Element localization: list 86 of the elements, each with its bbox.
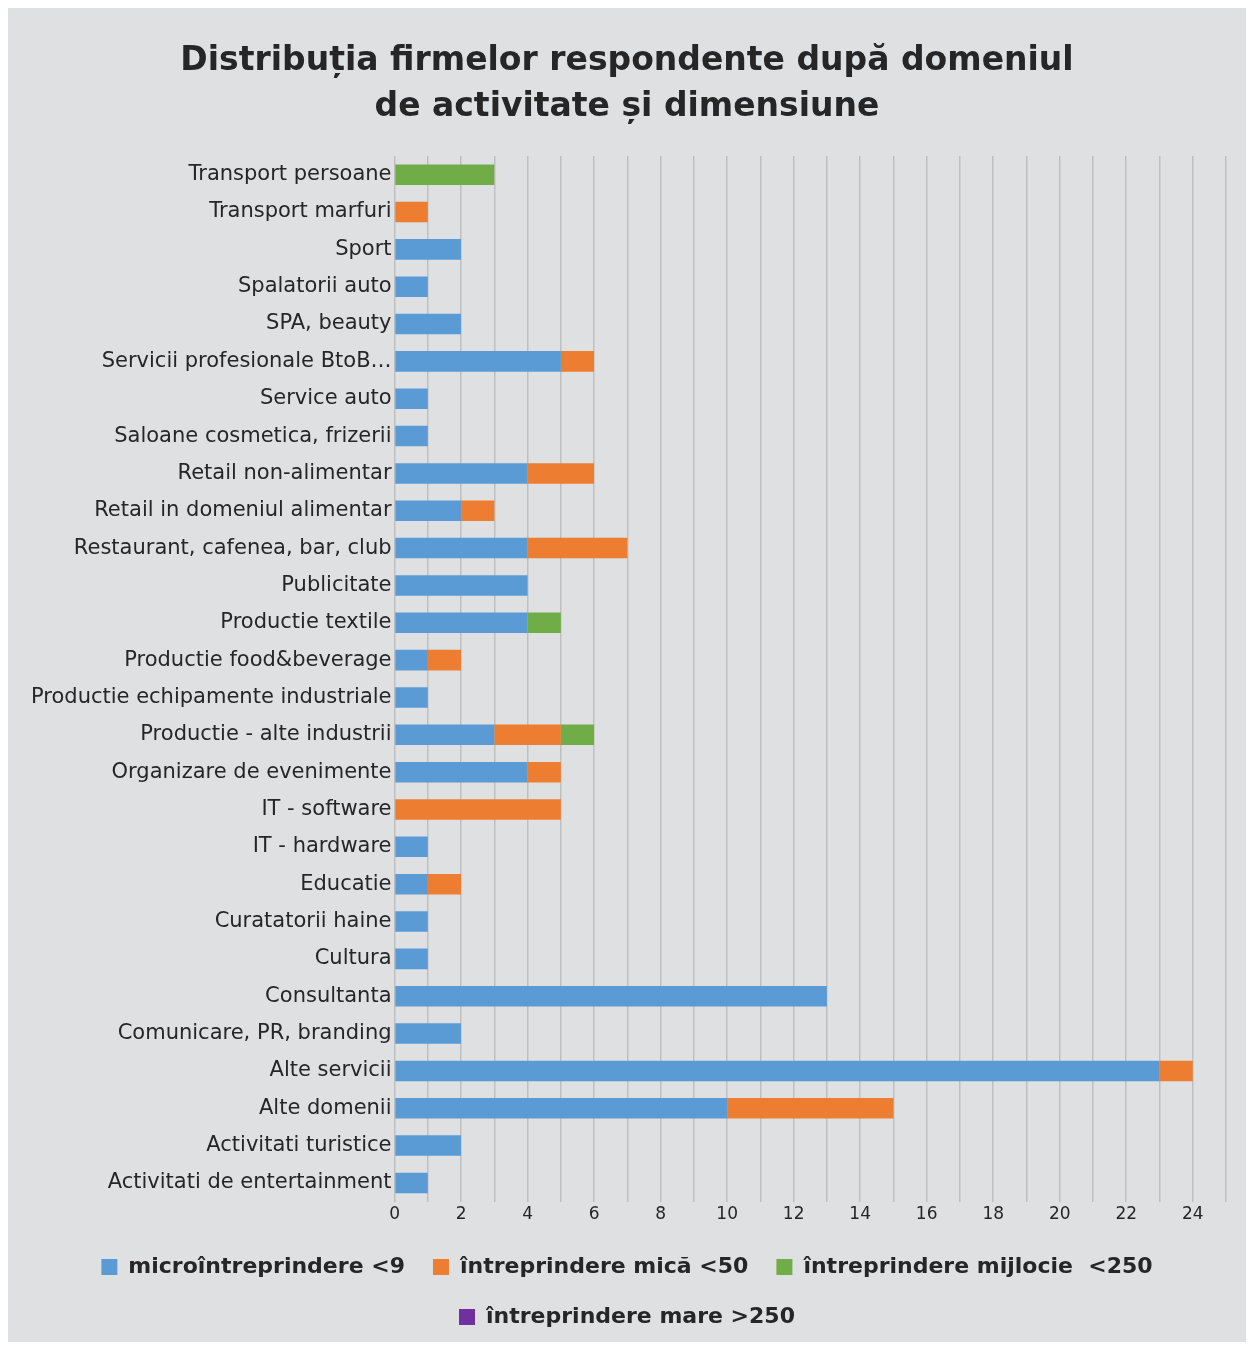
x-tick-label: 16 — [915, 1203, 938, 1224]
y-tick-label: Transport marfuri — [208, 198, 392, 223]
bar — [1159, 1060, 1193, 1082]
bar — [395, 1023, 462, 1044]
y-tick-label: Saloane cosmetica, frizerii — [114, 422, 392, 447]
y-tick-label: Comunicare, PR, branding — [117, 1020, 392, 1045]
legend-label: întreprindere mică <50 — [458, 1252, 749, 1278]
bar — [395, 836, 428, 858]
y-tick-label: Alte domenii — [258, 1094, 392, 1119]
bar — [395, 612, 528, 634]
x-tick-label: 0 — [389, 1203, 400, 1224]
bar — [395, 761, 528, 783]
y-tick-label: Consultanta — [265, 982, 392, 1007]
y-tick-label: Productie - alte industrii — [140, 721, 392, 746]
bar — [395, 1060, 1160, 1082]
bar — [395, 425, 428, 447]
y-tick-label: SPA, beauty — [266, 310, 392, 335]
bar — [527, 537, 628, 559]
legend-label: microîntreprindere <9 — [128, 1252, 405, 1278]
bar — [395, 500, 462, 522]
bar — [395, 239, 462, 260]
y-tick-label: Retail in domeniul alimentar — [94, 497, 392, 522]
x-tick-label: 6 — [588, 1203, 600, 1224]
y-tick-label: Retail non-alimentar — [177, 459, 392, 484]
bar — [395, 313, 462, 335]
bar — [494, 724, 561, 746]
y-tick-label: Spalatorii auto — [237, 273, 392, 298]
bar — [560, 724, 595, 746]
bar — [395, 537, 528, 559]
bar — [527, 612, 561, 634]
bar — [395, 948, 428, 970]
bar — [395, 1097, 728, 1119]
y-tick-label: Educatie — [300, 870, 392, 895]
y-tick-label: Publicitate — [281, 571, 392, 596]
y-tick-label: Productie echipamente industriale — [30, 683, 392, 708]
x-tick-label: 18 — [982, 1203, 1005, 1224]
bar — [395, 649, 428, 671]
y-tick-label: IT - hardware — [252, 833, 392, 858]
bar — [395, 799, 561, 820]
bar — [395, 463, 528, 484]
bar — [395, 911, 428, 932]
y-tick-label: Activitati de entertainment — [107, 1169, 392, 1194]
bar — [395, 687, 428, 708]
bar — [395, 1135, 462, 1156]
x-tick-label: 20 — [1048, 1203, 1071, 1224]
bar — [395, 1172, 428, 1194]
bar — [427, 873, 462, 895]
legend-label: întreprindere mijlocie <250 — [802, 1252, 1153, 1278]
y-tick-label: Curatatorii haine — [214, 907, 392, 932]
bar — [395, 351, 561, 372]
bar — [395, 276, 428, 297]
y-tick-label: Restaurant, cafenea, bar, club — [73, 534, 392, 559]
bar — [427, 649, 462, 671]
y-tick-label: IT - software — [261, 795, 392, 820]
bar — [560, 351, 595, 372]
bar — [395, 575, 528, 596]
bar — [727, 1097, 894, 1119]
y-tick-label: Productie textile — [220, 609, 392, 634]
x-tick-label: 10 — [716, 1203, 738, 1224]
bar — [527, 463, 595, 484]
y-tick-label: Sport — [335, 235, 392, 260]
chart-title: Distribuția firmelor respondente după domeniul de activitate și dimensiune — [179, 38, 1075, 126]
y-tick-label: Service auto — [259, 385, 392, 410]
y-tick-label: Productie food&beverage — [124, 646, 392, 671]
x-tick-label: 8 — [655, 1203, 667, 1224]
x-tick-label: 22 — [1115, 1203, 1138, 1224]
x-tick-label: 2 — [455, 1203, 467, 1224]
y-tick-label: Activitati turistice — [206, 1132, 392, 1157]
y-tick-label: Transport persoane — [187, 161, 392, 186]
x-tick-label: 14 — [849, 1203, 871, 1224]
bar — [395, 201, 428, 223]
y-tick-label: Cultura — [314, 945, 392, 970]
bar — [461, 500, 495, 522]
x-tick-label: 12 — [782, 1203, 805, 1224]
bar — [395, 164, 495, 185]
bar — [395, 388, 428, 409]
x-tick-label: 4 — [522, 1203, 533, 1224]
bar — [395, 873, 428, 895]
bar — [395, 724, 495, 746]
x-tick-label: 24 — [1181, 1203, 1204, 1224]
y-tick-label: Organizare de evenimente — [111, 758, 392, 783]
y-tick-label: Servicii profesionale BtoB… — [101, 347, 392, 372]
bar — [395, 985, 827, 1007]
y-tick-label: Alte servicii — [269, 1057, 392, 1082]
legend-label: întreprindere mare >250 — [485, 1302, 795, 1328]
bar — [527, 761, 561, 783]
